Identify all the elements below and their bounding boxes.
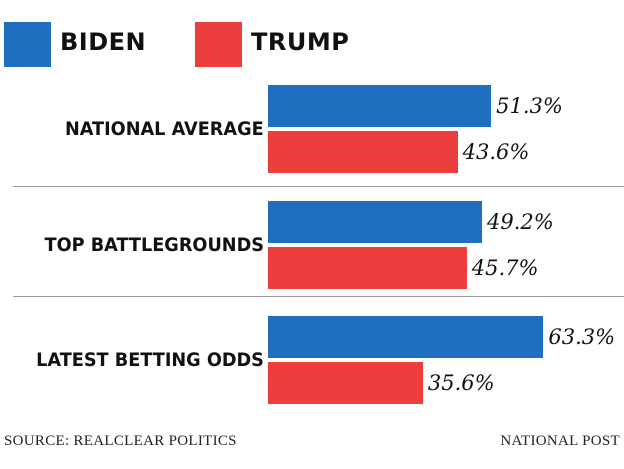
data-label-biden: 51.3% xyxy=(496,94,563,118)
data-label-trump: 35.6% xyxy=(427,371,495,395)
data-label-biden: 49.2% xyxy=(487,210,554,234)
bar-biden xyxy=(268,316,544,358)
bar-trump xyxy=(268,131,458,173)
bar-trump xyxy=(268,362,423,404)
data-label-biden: 63.3% xyxy=(548,325,616,349)
legend-swatch-biden xyxy=(4,22,51,67)
source-note: SOURCE: REALCLEAR POLITICS xyxy=(4,433,237,449)
divider-line xyxy=(13,186,624,187)
category-label: NATIONAL AVERAGE xyxy=(65,118,264,140)
legend-label-biden: BIDEN xyxy=(60,28,147,56)
bar-biden xyxy=(268,85,492,127)
legend-label-trump: TRUMP xyxy=(251,28,350,56)
divider-line xyxy=(13,296,624,297)
bar-biden xyxy=(268,201,483,243)
legend-swatch-trump xyxy=(195,22,242,67)
bar-trump xyxy=(268,247,467,289)
category-label: LATEST BETTING ODDS xyxy=(36,349,264,371)
publisher-credit: NATIONAL POST xyxy=(500,433,620,449)
data-label-trump: 45.7% xyxy=(471,256,539,280)
category-label: TOP BATTLEGROUNDS xyxy=(44,234,264,256)
data-label-trump: 43.6% xyxy=(462,140,530,164)
